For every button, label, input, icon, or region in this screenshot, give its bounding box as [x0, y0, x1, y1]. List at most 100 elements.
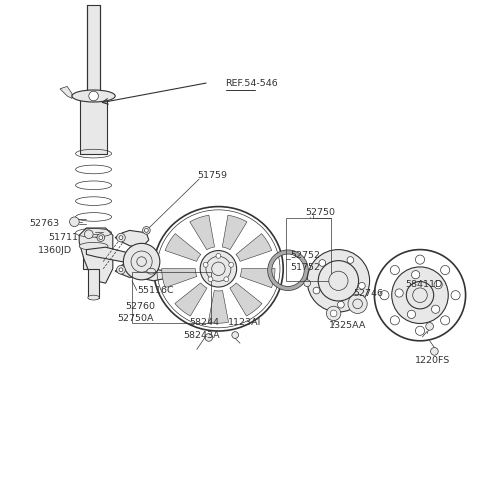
Text: 1360JD: 1360JD [38, 246, 72, 255]
Circle shape [434, 281, 442, 289]
Circle shape [131, 251, 152, 272]
Text: REF.54-546: REF.54-546 [226, 80, 278, 88]
Polygon shape [79, 228, 113, 283]
Circle shape [392, 267, 448, 324]
Circle shape [441, 316, 450, 325]
Circle shape [415, 326, 424, 336]
Circle shape [347, 257, 354, 264]
Circle shape [117, 233, 125, 242]
Circle shape [374, 250, 466, 341]
Polygon shape [86, 247, 144, 264]
Circle shape [212, 262, 225, 276]
Polygon shape [236, 234, 272, 261]
Circle shape [353, 299, 362, 309]
Text: 51759: 51759 [197, 171, 227, 180]
Circle shape [348, 294, 367, 313]
Ellipse shape [88, 295, 99, 300]
Circle shape [97, 234, 105, 241]
Circle shape [307, 250, 370, 312]
Circle shape [232, 332, 239, 338]
Polygon shape [60, 86, 72, 98]
Circle shape [313, 287, 320, 294]
Text: 1123AI: 1123AI [228, 318, 262, 327]
Circle shape [318, 261, 359, 301]
Circle shape [200, 251, 237, 287]
Circle shape [117, 265, 125, 274]
Circle shape [206, 256, 231, 281]
Circle shape [359, 282, 365, 289]
Circle shape [406, 281, 434, 309]
Text: 58244: 58244 [190, 318, 220, 327]
Text: 51752: 51752 [290, 263, 321, 272]
Circle shape [89, 91, 98, 101]
Bar [80, 98, 107, 154]
Circle shape [431, 348, 438, 355]
Bar [88, 269, 99, 298]
Text: 58243A: 58243A [183, 331, 220, 339]
Circle shape [395, 289, 403, 297]
Circle shape [229, 263, 234, 267]
Circle shape [70, 217, 79, 227]
Circle shape [390, 316, 399, 325]
Circle shape [415, 255, 424, 264]
Polygon shape [162, 268, 197, 288]
Bar [87, 5, 100, 96]
Circle shape [432, 305, 440, 313]
Circle shape [337, 301, 344, 308]
Circle shape [119, 268, 123, 272]
Circle shape [426, 323, 433, 330]
Circle shape [304, 280, 311, 287]
Circle shape [411, 271, 420, 279]
Polygon shape [165, 234, 201, 261]
Ellipse shape [147, 268, 156, 274]
Circle shape [203, 263, 208, 267]
Polygon shape [175, 283, 207, 316]
Circle shape [143, 227, 150, 234]
Ellipse shape [154, 206, 283, 331]
Circle shape [144, 228, 148, 232]
Circle shape [216, 253, 221, 258]
Polygon shape [240, 268, 275, 288]
Text: 52750A: 52750A [118, 314, 154, 323]
Text: 52760: 52760 [125, 302, 155, 311]
Circle shape [413, 288, 427, 302]
Polygon shape [115, 259, 149, 277]
Bar [286, 218, 331, 281]
Circle shape [390, 265, 399, 275]
Circle shape [137, 257, 146, 266]
Circle shape [99, 236, 103, 240]
Circle shape [326, 306, 341, 321]
Ellipse shape [72, 90, 115, 102]
Text: 1325AA: 1325AA [329, 321, 366, 330]
Text: 55116C: 55116C [137, 286, 173, 295]
Text: 58411D: 58411D [406, 280, 443, 288]
Text: 1220FS: 1220FS [415, 357, 450, 365]
Circle shape [441, 265, 450, 275]
Circle shape [329, 271, 348, 290]
Text: 52746: 52746 [353, 289, 383, 298]
Circle shape [119, 236, 123, 240]
Circle shape [380, 290, 389, 300]
Polygon shape [142, 269, 166, 281]
Text: 52752: 52752 [290, 251, 321, 260]
Ellipse shape [79, 242, 108, 250]
Circle shape [123, 243, 160, 280]
Polygon shape [115, 230, 149, 247]
Polygon shape [208, 290, 228, 323]
Text: 51711: 51711 [48, 233, 78, 242]
Circle shape [224, 277, 228, 282]
Circle shape [451, 290, 460, 300]
Bar [132, 272, 211, 323]
Circle shape [319, 260, 326, 266]
Polygon shape [222, 215, 247, 250]
Text: 52763: 52763 [29, 219, 59, 228]
Circle shape [330, 310, 337, 317]
Text: 52750: 52750 [305, 208, 335, 216]
Circle shape [408, 310, 416, 318]
Circle shape [208, 277, 213, 282]
Polygon shape [190, 215, 215, 250]
Bar [83, 242, 104, 269]
Polygon shape [230, 283, 262, 316]
Circle shape [205, 334, 213, 341]
Circle shape [84, 230, 93, 239]
